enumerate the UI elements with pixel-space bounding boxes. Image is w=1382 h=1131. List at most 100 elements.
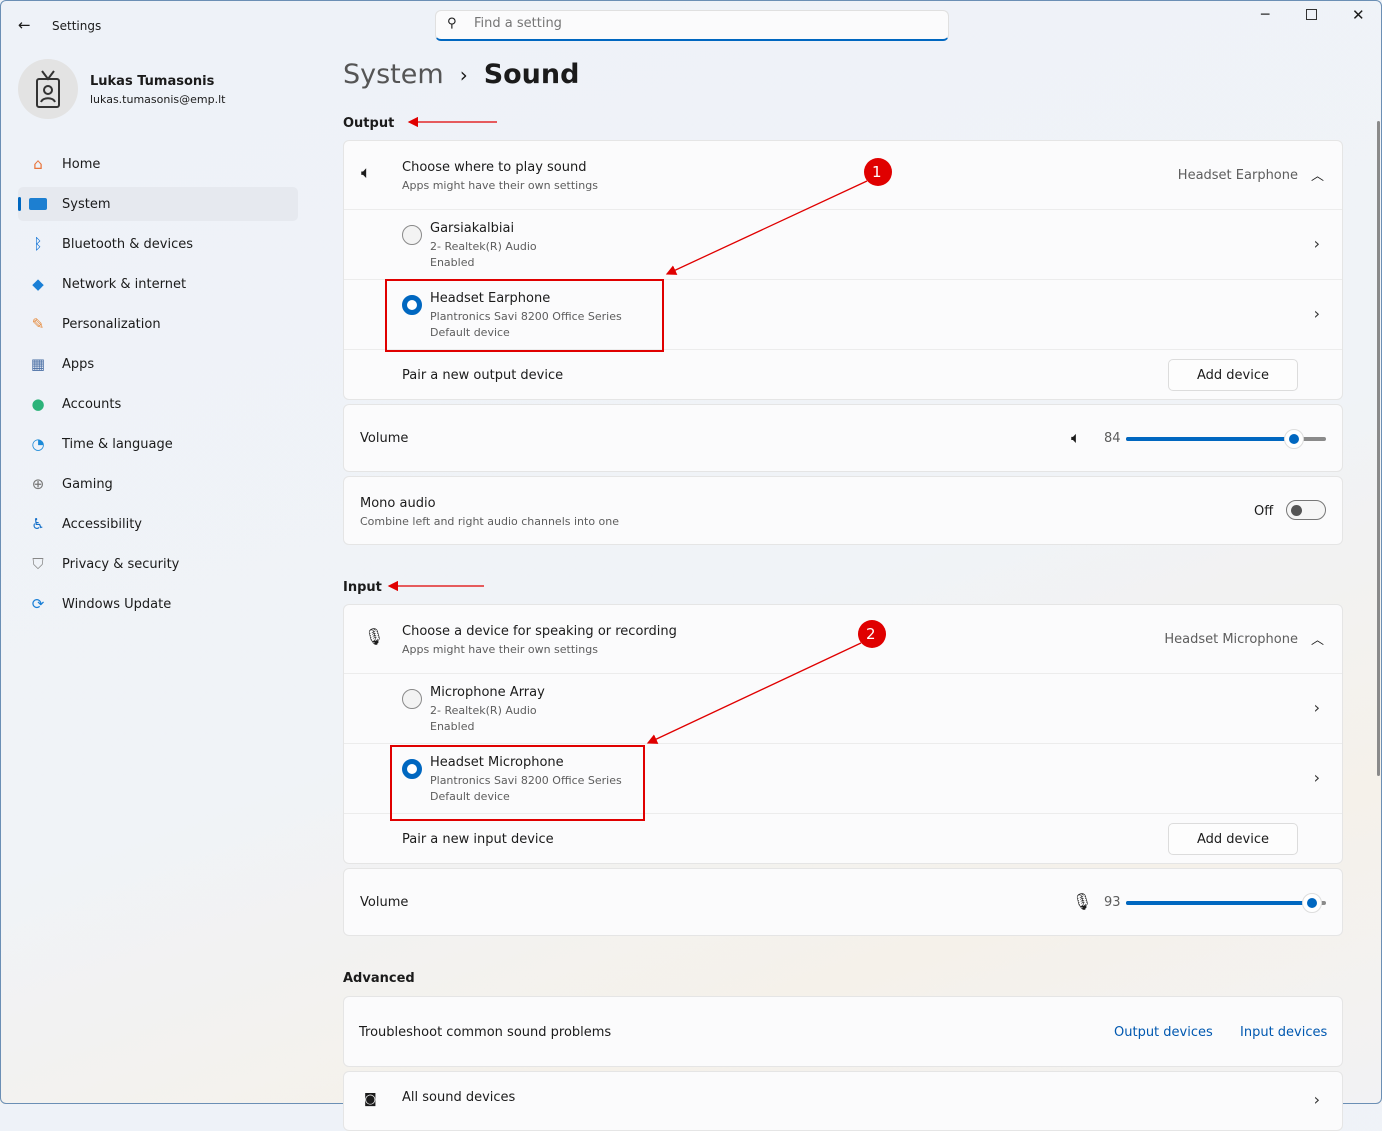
radio-button[interactable] — [402, 689, 422, 709]
chevron-up-icon[interactable]: ︿ — [1310, 169, 1324, 184]
device-status: Default device — [430, 790, 510, 803]
advanced-section-title: Advanced — [343, 971, 415, 986]
sidebar-item-apps[interactable]: ▦ Apps — [18, 347, 298, 381]
device-name: Headset Microphone — [430, 755, 564, 770]
chevron-right-icon[interactable]: › — [1313, 304, 1320, 323]
sidebar-label: Apps — [62, 356, 95, 372]
radio-button-selected[interactable] — [402, 295, 422, 315]
chevron-right-icon[interactable]: › — [1313, 768, 1320, 787]
sidebar-item-gaming[interactable]: ⊕ Gaming — [18, 467, 298, 501]
speaker-icon[interactable]: 🔈︎ — [1071, 428, 1081, 447]
annotation-label-1: 1 — [872, 163, 882, 181]
shield-icon: ⛉ — [32, 555, 44, 573]
add-output-device-button[interactable]: Add device — [1168, 359, 1298, 391]
pair-input-label: Pair a new input device — [402, 832, 554, 847]
sidebar-item-privacy[interactable]: ⛉ Privacy & security — [18, 547, 298, 581]
breadcrumb: System › Sound — [343, 59, 579, 90]
minimize-button[interactable]: ─ — [1261, 7, 1270, 23]
volume-value: 93 — [1104, 895, 1121, 910]
add-input-device-button[interactable]: Add device — [1168, 823, 1298, 855]
output-devices-link[interactable]: Output devices — [1114, 1025, 1213, 1040]
output-device-row[interactable]: Garsiakalbiai 2- Realtek(R) Audio Enable… — [344, 209, 1342, 279]
input-selected-device: Headset Microphone — [1164, 632, 1298, 647]
output-device-row[interactable]: Headset Earphone Plantronics Savi 8200 O… — [344, 279, 1342, 349]
avatar[interactable] — [18, 59, 78, 119]
input-header-subtitle: Apps might have their own settings — [402, 643, 598, 656]
input-devices-link[interactable]: Input devices — [1240, 1025, 1328, 1040]
sidebar-item-system[interactable]: System — [18, 187, 298, 221]
all-sound-devices-card[interactable]: ◙ All sound devices › — [343, 1071, 1343, 1131]
volume-value: 84 — [1104, 431, 1121, 446]
sidebar-item-home[interactable]: ⌂ Home — [18, 147, 298, 181]
sidebar-label: Bluetooth & devices — [62, 236, 193, 252]
back-arrow-icon[interactable]: ← — [18, 16, 31, 34]
chevron-up-icon[interactable]: ︿ — [1310, 633, 1324, 648]
breadcrumb-separator: › — [459, 62, 468, 87]
search-box[interactable]: ⚲ — [435, 10, 949, 41]
input-device-card: 🎙︎ Choose a device for speaking or recor… — [343, 604, 1343, 864]
sidebar-label: System — [62, 196, 111, 212]
microphone-icon: 🎙︎ — [364, 627, 385, 646]
window-title: Settings — [52, 19, 102, 33]
sidebar-label: Home — [62, 156, 101, 172]
brush-icon: ✎ — [31, 315, 45, 333]
sidebar-item-windows-update[interactable]: ⟳ Windows Update — [18, 587, 298, 621]
microphone-icon[interactable]: 🎙︎ — [1072, 892, 1093, 911]
mono-audio-title: Mono audio — [360, 496, 436, 511]
input-device-row[interactable]: Headset Microphone Plantronics Savi 8200… — [344, 743, 1342, 813]
mono-audio-subtitle: Combine left and right audio channels in… — [360, 515, 620, 528]
search-icon: ⚲ — [447, 16, 457, 31]
gamepad-icon: ⊕ — [31, 475, 45, 493]
device-detail: Plantronics Savi 8200 Office Series — [430, 310, 622, 323]
slider-fill — [1126, 437, 1294, 441]
sidebar-item-network[interactable]: ◆ Network & internet — [18, 267, 298, 301]
device-name: Headset Earphone — [430, 291, 551, 306]
slider-thumb[interactable] — [1284, 429, 1304, 449]
sidebar-item-personalization[interactable]: ✎ Personalization — [18, 307, 298, 341]
all-sound-devices-label: All sound devices — [402, 1090, 516, 1105]
output-header-title: Choose where to play sound — [402, 160, 587, 175]
device-detail: 2- Realtek(R) Audio — [430, 240, 537, 253]
chevron-right-icon[interactable]: › — [1313, 698, 1320, 717]
annotation-label-2: 2 — [866, 625, 876, 643]
search-input[interactable] — [474, 16, 874, 31]
slider-thumb[interactable] — [1302, 893, 1322, 913]
sidebar-item-accounts[interactable]: ● Accounts — [18, 387, 298, 421]
chevron-right-icon[interactable]: › — [1313, 1090, 1320, 1109]
input-volume-slider[interactable] — [1126, 891, 1326, 915]
chevron-right-icon[interactable]: › — [1313, 234, 1320, 253]
breadcrumb-system[interactable]: System — [343, 59, 444, 90]
id-badge-icon — [36, 70, 60, 108]
user-name: Lukas Tumasonis — [90, 74, 215, 89]
device-detail: 2- Realtek(R) Audio — [430, 704, 537, 717]
input-header-title: Choose a device for speaking or recordin… — [402, 624, 677, 639]
maximize-button[interactable] — [1306, 9, 1317, 20]
home-icon: ⌂ — [33, 155, 43, 173]
sidebar-item-time-language[interactable]: ◔ Time & language — [18, 427, 298, 461]
sidebar-item-bluetooth[interactable]: ᛒ Bluetooth & devices — [18, 227, 298, 261]
page-title: Sound — [483, 59, 580, 90]
pair-output-label: Pair a new output device — [402, 368, 564, 383]
input-device-row[interactable]: Microphone Array 2- Realtek(R) Audio Ena… — [344, 673, 1342, 743]
devices-icon: ◙ — [364, 1092, 377, 1107]
input-volume-card: Volume 🎙︎ 93 — [343, 868, 1343, 936]
radio-button-selected[interactable] — [402, 759, 422, 779]
apps-icon: ▦ — [30, 355, 46, 373]
sidebar-label: Accounts — [62, 396, 122, 412]
bluetooth-icon: ᛒ — [33, 235, 43, 253]
radio-button[interactable] — [402, 225, 422, 245]
output-volume-slider[interactable] — [1126, 427, 1326, 451]
sidebar-item-accessibility[interactable]: ♿ Accessibility — [18, 507, 298, 541]
input-header[interactable]: 🎙︎ Choose a device for speaking or recor… — [344, 605, 1342, 673]
output-header[interactable]: 🔈︎ Choose where to play sound Apps might… — [344, 141, 1342, 209]
device-detail: Plantronics Savi 8200 Office Series — [430, 774, 622, 787]
sidebar-label: Privacy & security — [62, 556, 180, 572]
mono-audio-toggle[interactable] — [1286, 500, 1326, 520]
globe-clock-icon: ◔ — [31, 435, 45, 453]
wifi-icon: ◆ — [32, 275, 44, 293]
pair-output-row: Pair a new output device Add device — [344, 349, 1342, 400]
troubleshoot-label: Troubleshoot common sound problems — [359, 1025, 612, 1040]
close-button[interactable]: ✕ — [1352, 6, 1365, 24]
scrollbar[interactable] — [1377, 121, 1380, 776]
settings-window: ← Settings ⚲ ─ ✕ Lukas Tumasonis lukas.t… — [0, 0, 1382, 1104]
